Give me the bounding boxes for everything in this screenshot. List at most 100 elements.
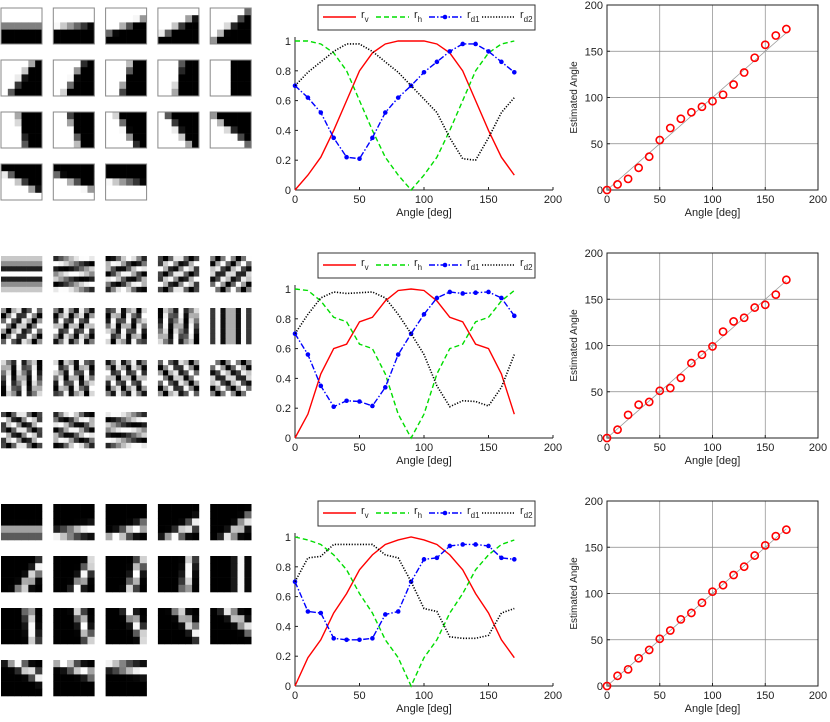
- tile-pixel: [80, 8, 88, 16]
- tile-pixel: [60, 570, 68, 578]
- tile-pixel: [183, 318, 189, 324]
- tile-pixel: [119, 15, 127, 23]
- tile-pixel: [87, 22, 95, 30]
- tile-pixel: [7, 608, 15, 616]
- tile-pixel: [178, 570, 186, 578]
- tile-pixel: [21, 674, 29, 682]
- tile-pixel: [80, 140, 88, 149]
- tile-pixel: [89, 318, 95, 324]
- tile-pixel: [84, 281, 90, 288]
- tile-pixel: [244, 74, 252, 82]
- tile-pixel: [230, 281, 237, 288]
- data-point-rd1: [395, 95, 401, 100]
- tile-pixel: [28, 563, 36, 571]
- tile-pixel: [115, 375, 122, 381]
- tile-pixel: [126, 667, 134, 675]
- tile-pixel: [21, 15, 29, 23]
- y-tick-label: 200: [585, 496, 603, 508]
- tile-pixel: [11, 427, 17, 433]
- tile-pixel: [87, 140, 95, 149]
- tile-pixel: [105, 380, 112, 387]
- tile-pixel: [120, 427, 127, 433]
- stimulus-tile: [1, 556, 43, 593]
- tile-pixel: [235, 370, 242, 376]
- tile-pixel: [21, 622, 29, 630]
- tile-pixel: [66, 504, 75, 512]
- data-point: [708, 342, 717, 351]
- tile-pixel: [173, 281, 179, 288]
- tile-pixel: [73, 256, 80, 262]
- tile-pixel: [1, 667, 9, 675]
- tile-pixel: [16, 417, 22, 423]
- data-point: [750, 303, 760, 312]
- tile-pixel: [16, 271, 22, 277]
- tile-pixel: [87, 511, 95, 519]
- data-point-rd1: [370, 636, 375, 641]
- tile-pixel: [240, 271, 247, 277]
- tile-pixel: [87, 636, 95, 645]
- data-point: [644, 152, 654, 162]
- tile-pixel: [105, 313, 112, 319]
- tile-pixel: [183, 271, 189, 277]
- tile-pixel: [178, 385, 184, 392]
- tile-pixel: [78, 437, 85, 444]
- tile-pixel: [14, 36, 22, 45]
- tile-pixel: [53, 563, 61, 571]
- tile-pixel: [73, 178, 81, 186]
- tile-pixel: [244, 511, 252, 519]
- tile-pixel: [244, 112, 252, 120]
- tile-pixel: [112, 119, 120, 127]
- tile-pixel: [120, 318, 127, 324]
- tile-pixel: [66, 518, 75, 526]
- tile-pixel: [126, 60, 134, 68]
- tile-pixel: [220, 333, 226, 340]
- tile-pixel: [63, 417, 69, 423]
- tile-pixel: [35, 36, 43, 45]
- tile-pixel: [141, 412, 147, 418]
- tile-pixel: [215, 338, 221, 345]
- tile-pixel: [173, 328, 179, 335]
- data-point: [708, 96, 717, 106]
- tile-pixel: [230, 615, 238, 623]
- tile-pixel: [168, 271, 174, 277]
- tile-pixel: [78, 427, 85, 433]
- tile-pixel: [115, 427, 122, 433]
- tile-pixel: [157, 88, 166, 97]
- tile-pixel: [26, 328, 33, 335]
- tile-pixel: [63, 380, 69, 387]
- tile-border: [105, 59, 148, 97]
- tile-pixel: [80, 518, 88, 526]
- stimulus-tile: [53, 608, 95, 645]
- tile-pixel: [230, 504, 238, 512]
- legend-label-rv: rv: [361, 257, 369, 272]
- tile-pixel: [230, 81, 238, 90]
- tile-pixel: [246, 338, 252, 345]
- tile-pixel: [183, 365, 189, 371]
- data-point: [623, 664, 633, 674]
- tile-pixel: [80, 556, 88, 564]
- tile-pixel: [119, 29, 127, 38]
- tile-pixel: [53, 412, 59, 418]
- tile-pixel: [112, 608, 120, 616]
- tile-pixel: [157, 313, 164, 319]
- tile-pixel: [139, 615, 147, 623]
- tile-pixel: [14, 74, 22, 82]
- tile-pixel: [1, 688, 9, 697]
- tile-pixel: [115, 313, 122, 319]
- series-line-rh: [295, 40, 515, 192]
- tile-pixel: [132, 577, 141, 586]
- tile-pixel: [178, 8, 186, 16]
- tile-pixel: [119, 622, 127, 630]
- tile-pixel: [28, 556, 36, 564]
- tile-pixel: [87, 88, 95, 97]
- tile-border: [52, 163, 95, 201]
- tile-pixel: [215, 276, 221, 283]
- tile-pixel: [7, 74, 15, 82]
- tile-pixel: [78, 286, 85, 293]
- tile-pixel: [115, 385, 122, 392]
- tile-pixel: [126, 333, 132, 340]
- tile-pixel: [223, 36, 231, 45]
- tile-pixel: [225, 365, 231, 371]
- tile-pixel: [215, 281, 221, 288]
- tile-pixel: [132, 29, 141, 38]
